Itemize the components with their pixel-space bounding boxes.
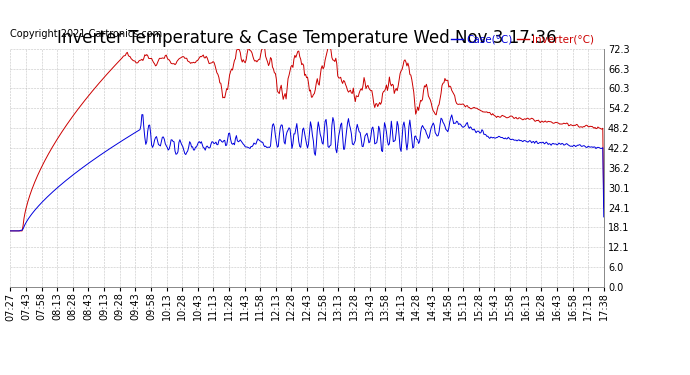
Text: Copyright 2021 Cartronics.com: Copyright 2021 Cartronics.com [10, 29, 162, 39]
Legend: Case(°C), Inverter(°C): Case(°C), Inverter(°C) [446, 30, 598, 48]
Title: Inverter Temperature & Case Temperature Wed Nov 3 17:36: Inverter Temperature & Case Temperature … [57, 29, 557, 47]
